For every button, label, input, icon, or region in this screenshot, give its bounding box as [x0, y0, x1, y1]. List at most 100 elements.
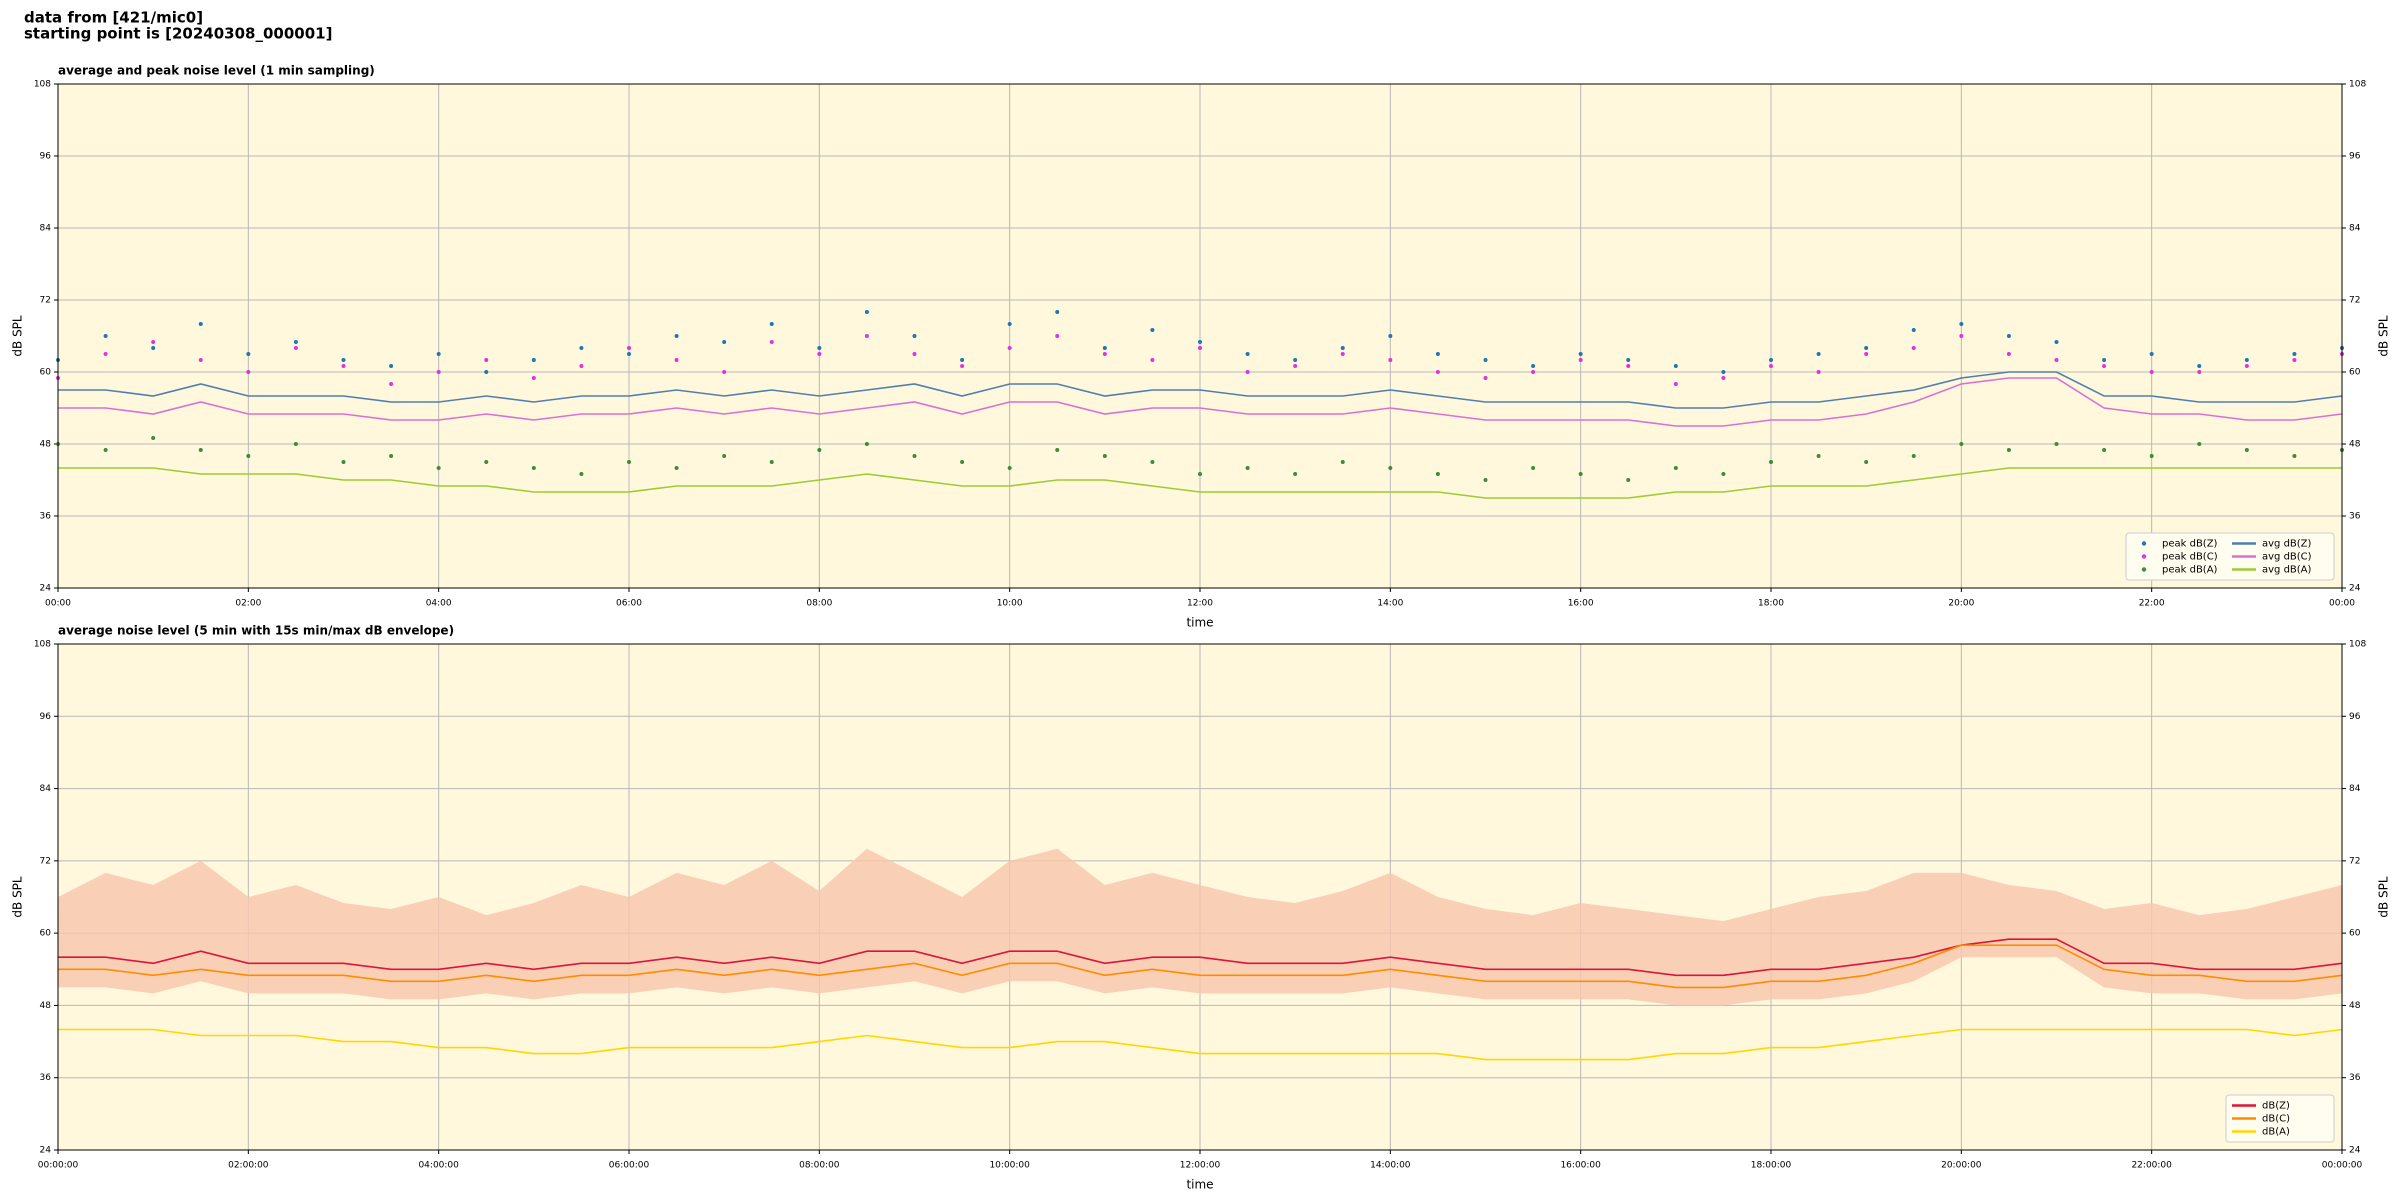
- peak-point: [293, 442, 298, 446]
- peak-point: [484, 358, 489, 362]
- peak-point: [627, 460, 631, 464]
- legend-box: [2125, 532, 2335, 581]
- peak-point: [579, 472, 584, 476]
- peak-point: [436, 370, 441, 374]
- y-tick-label: 108: [2349, 80, 2366, 90]
- peak-point: [1150, 328, 1155, 332]
- peak-point: [1816, 370, 1821, 374]
- peak-point: [1102, 352, 1107, 356]
- peak-point: [1388, 358, 1393, 362]
- peak-point: [1435, 370, 1440, 374]
- peak-point: [722, 340, 727, 344]
- peak-point: [1531, 370, 1536, 374]
- x-tick-label: 08:00:00: [799, 1161, 840, 1171]
- header-line: data from [421/mic0]: [24, 9, 203, 27]
- peak-point: [2006, 334, 2011, 338]
- peak-point: [1435, 472, 1440, 476]
- peak-point: [1340, 352, 1345, 356]
- peak-point: [2054, 358, 2059, 362]
- legend-label: avg dB(A): [2262, 565, 2312, 576]
- peak-point: [341, 460, 346, 464]
- peak-point: [1626, 364, 1631, 368]
- y-tick-label: 96: [40, 152, 52, 162]
- peak-point: [1864, 346, 1869, 350]
- legend-label: dB(Z): [2262, 1101, 2290, 1112]
- x-tick-label: 18:00:00: [1751, 1161, 1792, 1171]
- peak-point: [817, 448, 822, 452]
- y-tick-label: 72: [40, 296, 51, 306]
- y-tick-label: 48: [2349, 440, 2361, 450]
- peak-point: [151, 436, 156, 440]
- x-tick-label: 02:00: [235, 599, 261, 609]
- peak-point: [436, 352, 441, 356]
- peak-point: [1721, 370, 1726, 374]
- peak-point: [2149, 370, 2154, 374]
- y-tick-label: 48: [2349, 1001, 2361, 1011]
- peak-point: [1769, 358, 1773, 362]
- x-tick-label: 16:00: [1568, 599, 1594, 609]
- peak-point: [1816, 454, 1821, 458]
- peak-point: [103, 448, 108, 452]
- peak-point: [1769, 364, 1773, 368]
- peak-point: [2244, 358, 2249, 362]
- legend-marker: [2141, 567, 2147, 572]
- peak-point: [674, 334, 679, 338]
- peak-point: [960, 364, 965, 368]
- peak-point: [1626, 478, 1631, 482]
- peak-point: [2054, 340, 2059, 344]
- plot-frame: [57, 83, 2343, 589]
- y-tick-label: 36: [2349, 512, 2361, 522]
- peak-point: [864, 334, 869, 338]
- x-tick-label: 18:00: [1758, 599, 1784, 609]
- x-tick-label: 00:00:00: [2322, 1161, 2363, 1171]
- x-axis-label: time: [1186, 616, 1213, 630]
- x-tick-label: 20:00: [1948, 599, 1974, 609]
- x-tick-label: 00:00: [45, 599, 71, 609]
- y-tick-label: 96: [2349, 712, 2361, 722]
- peak-point: [1769, 460, 1773, 464]
- peak-point: [864, 442, 869, 446]
- peak-point: [103, 334, 108, 338]
- peak-point: [1911, 328, 1916, 332]
- y-tick-label: 24: [2349, 1146, 2361, 1156]
- peak-point: [1293, 358, 1298, 362]
- x-tick-label: 16:00:00: [1560, 1161, 1601, 1171]
- peak-point: [1245, 466, 1250, 470]
- legend-label: avg dB(C): [2262, 552, 2312, 563]
- x-tick-label: 00:00:00: [38, 1161, 79, 1171]
- peak-point: [1578, 352, 1583, 356]
- peak-point: [1340, 460, 1345, 464]
- peak-point: [1245, 370, 1250, 374]
- peak-point: [1150, 358, 1155, 362]
- x-tick-label: 20:00:00: [1941, 1161, 1982, 1171]
- peak-point: [484, 370, 489, 374]
- peak-point: [103, 352, 108, 356]
- x-tick-label: 06:00: [616, 599, 642, 609]
- peak-point: [1531, 364, 1536, 368]
- peak-point: [2197, 364, 2202, 368]
- peak-point: [2197, 370, 2202, 374]
- peak-point: [1055, 448, 1060, 452]
- y-tick-label: 24: [40, 584, 52, 594]
- peak-point: [293, 340, 298, 344]
- peak-point: [1483, 358, 1488, 362]
- header-line: starting point is [20240308_000001]: [24, 25, 332, 43]
- peak-point: [1578, 358, 1583, 362]
- legend-marker: [2141, 554, 2147, 559]
- y-tick-label: 60: [40, 368, 52, 378]
- peak-point: [1959, 322, 1964, 326]
- peak-point: [1198, 340, 1202, 344]
- peak-point: [2102, 448, 2107, 452]
- peak-point: [1911, 346, 1916, 350]
- x-tick-label: 22:00: [2139, 599, 2165, 609]
- x-tick-label: 04:00:00: [418, 1161, 459, 1171]
- y-axis-label: dB SPL: [2377, 315, 2391, 357]
- peak-point: [293, 346, 298, 350]
- peak-point: [1293, 472, 1298, 476]
- y-tick-label: 72: [2349, 856, 2360, 866]
- peak-point: [1626, 358, 1631, 362]
- peak-point: [2292, 358, 2297, 362]
- peak-point: [1959, 334, 1964, 338]
